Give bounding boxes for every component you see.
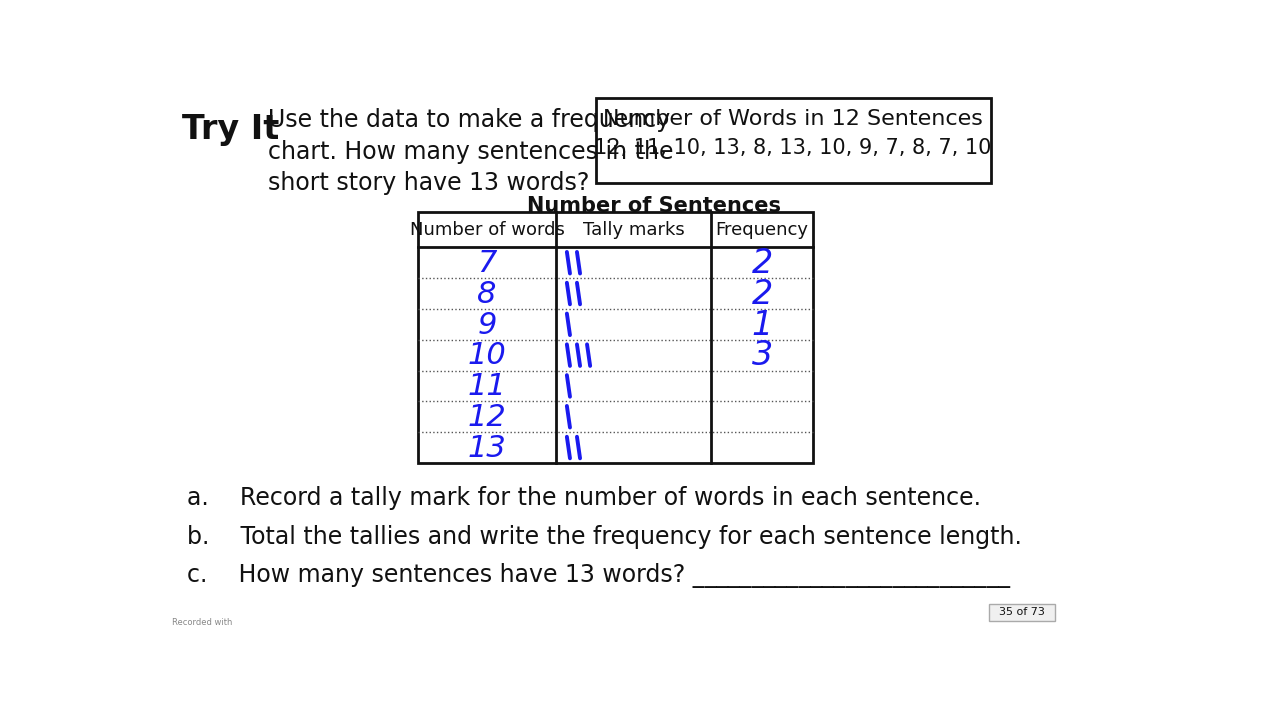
Text: 1: 1 bbox=[751, 309, 773, 341]
Text: 7: 7 bbox=[477, 249, 497, 278]
Text: Recorded with: Recorded with bbox=[172, 618, 232, 626]
Text: Number of Words in 12 Sentences: Number of Words in 12 Sentences bbox=[603, 109, 983, 130]
Text: 12, 11, 10, 13, 8, 13, 10, 9, 7, 8, 7, 10: 12, 11, 10, 13, 8, 13, 10, 9, 7, 8, 7, 1… bbox=[594, 138, 992, 158]
Text: Use the data to make a frequency
chart. How many sentences in the
short story ha: Use the data to make a frequency chart. … bbox=[269, 108, 675, 195]
Text: Try It: Try It bbox=[182, 113, 279, 146]
Text: 12: 12 bbox=[467, 403, 507, 432]
Text: 3: 3 bbox=[751, 339, 773, 372]
Text: Number of words: Number of words bbox=[410, 220, 564, 238]
Bar bbox=[595, 98, 991, 183]
Text: b.  Total the tallies and write the frequency for each sentence length.: b. Total the tallies and write the frequ… bbox=[187, 525, 1021, 549]
Text: Number of Sentences: Number of Sentences bbox=[527, 196, 782, 216]
Bar bbox=[989, 604, 1055, 621]
Text: Frequency: Frequency bbox=[716, 220, 809, 238]
Text: 13: 13 bbox=[467, 433, 507, 463]
Text: 10: 10 bbox=[467, 341, 507, 370]
Text: 11: 11 bbox=[467, 372, 507, 401]
Bar bbox=[419, 212, 813, 463]
Text: c.  How many sentences have 13 words? ___________________________: c. How many sentences have 13 words? ___… bbox=[187, 563, 1010, 588]
Text: 9: 9 bbox=[477, 310, 497, 340]
Text: a.  Record a tally mark for the number of words in each sentence.: a. Record a tally mark for the number of… bbox=[187, 486, 982, 510]
Text: 2: 2 bbox=[751, 247, 773, 280]
Text: 2: 2 bbox=[751, 278, 773, 311]
Text: 35 of 73: 35 of 73 bbox=[998, 607, 1044, 617]
Text: Tally marks: Tally marks bbox=[582, 220, 685, 238]
Text: 8: 8 bbox=[477, 280, 497, 309]
